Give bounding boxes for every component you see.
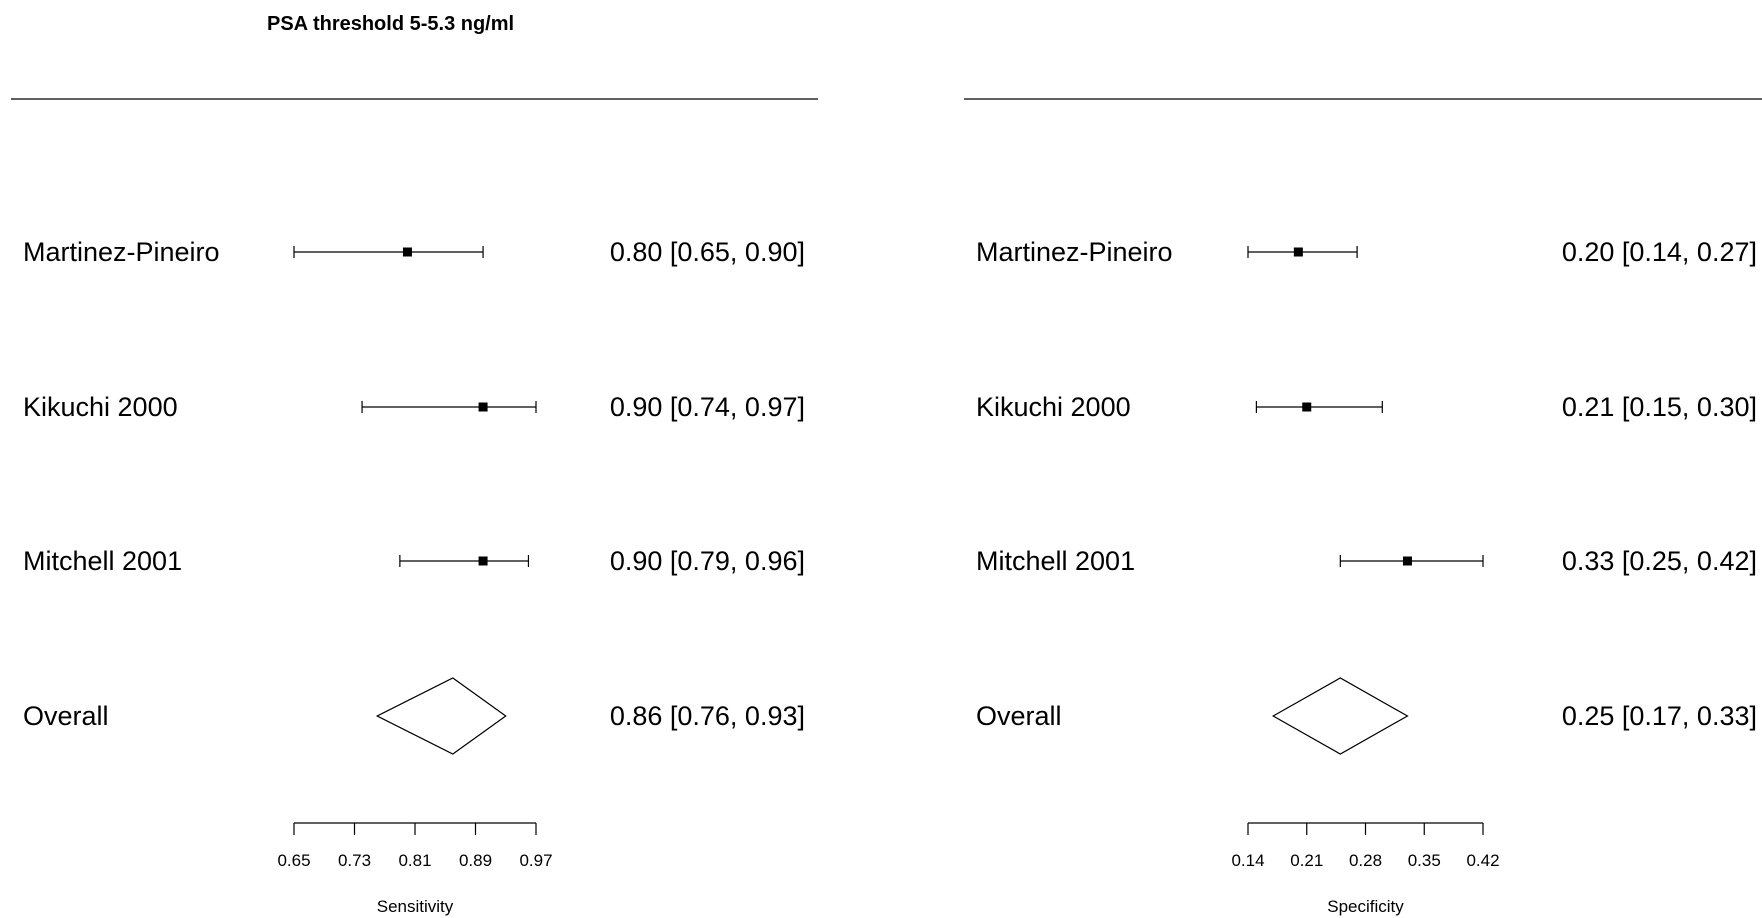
specificity-panel: Martinez-Pineiro 0.20 [0.14, 0.27] Kikuchi… xyxy=(964,98,1762,916)
specificity-overall-row: Overall 0.25 [0.17, 0.33] xyxy=(976,677,1757,755)
study-name: Kikuchi 2000 xyxy=(976,392,1131,422)
tick-label: 0.65 xyxy=(277,851,310,870)
study-name: Martinez-Pineiro xyxy=(23,237,220,267)
estimate-label: 0.90 [0.74, 0.97] xyxy=(610,392,805,422)
overall-label: Overall xyxy=(23,701,109,731)
overall-diamond xyxy=(1271,677,1409,755)
tick-label: 0.28 xyxy=(1349,851,1382,870)
tick-label: 0.89 xyxy=(459,851,492,870)
tick-label: 0.14 xyxy=(1231,851,1264,870)
estimate-label: 0.80 [0.65, 0.90] xyxy=(610,237,805,267)
sensitivity-study-row: Martinez-Pineiro 0.80 [0.65, 0.90] xyxy=(23,237,805,267)
tick-label: 0.21 xyxy=(1290,851,1323,870)
overall-diamond xyxy=(375,677,507,755)
estimate-label: 0.20 [0.14, 0.27] xyxy=(1562,237,1757,267)
tick-label: 0.81 xyxy=(398,851,431,870)
point-estimate-marker xyxy=(478,402,488,412)
point-estimate-marker xyxy=(478,556,488,566)
study-name: Mitchell 2001 xyxy=(23,546,182,576)
estimate-label: 0.21 [0.15, 0.30] xyxy=(1562,392,1757,422)
sensitivity-study-row: Mitchell 2001 0.90 [0.79, 0.96] xyxy=(23,546,805,576)
study-name: Mitchell 2001 xyxy=(976,546,1135,576)
x-axis-title: Specificity xyxy=(1327,897,1404,916)
tick-label: 0.73 xyxy=(338,851,371,870)
tick-label: 0.35 xyxy=(1408,851,1441,870)
specificity-study-row: Kikuchi 2000 0.21 [0.15, 0.30] xyxy=(976,392,1757,422)
sensitivity-study-row: Kikuchi 2000 0.90 [0.74, 0.97] xyxy=(23,392,805,422)
sensitivity-x-axis: 0.65 0.73 0.81 0.89 0.97 Sensitivity xyxy=(277,822,553,916)
estimate-label: 0.33 [0.25, 0.42] xyxy=(1562,546,1757,576)
sensitivity-panel: Martinez-Pineiro 0.80 [0.65, 0.90] Kikuchi… xyxy=(11,98,818,916)
overall-label: Overall xyxy=(976,701,1062,731)
specificity-study-row: Martinez-Pineiro 0.20 [0.14, 0.27] xyxy=(976,237,1757,267)
x-axis-title: Sensitivity xyxy=(377,897,454,916)
tick-label: 0.42 xyxy=(1466,851,1499,870)
chart-title: PSA threshold 5-5.3 ng/ml xyxy=(267,13,514,35)
point-estimate-marker xyxy=(1293,247,1303,257)
overall-estimate-label: 0.25 [0.17, 0.33] xyxy=(1562,701,1757,731)
specificity-x-axis: 0.14 0.21 0.28 0.35 0.42 Specificity xyxy=(1231,822,1500,916)
study-name: Kikuchi 2000 xyxy=(23,392,178,422)
tick-label: 0.97 xyxy=(519,851,552,870)
point-estimate-marker xyxy=(1302,402,1312,412)
forest-panels: Martinez-Pineiro 0.80 [0.65, 0.90] Kikuchi… xyxy=(11,98,1762,916)
sensitivity-overall-row: Overall 0.86 [0.76, 0.93] xyxy=(23,677,805,755)
study-name: Martinez-Pineiro xyxy=(976,237,1173,267)
specificity-study-row: Mitchell 2001 0.33 [0.25, 0.42] xyxy=(976,546,1757,576)
point-estimate-marker xyxy=(1402,556,1412,566)
overall-estimate-label: 0.86 [0.76, 0.93] xyxy=(610,701,805,731)
estimate-label: 0.90 [0.79, 0.96] xyxy=(610,546,805,576)
point-estimate-marker xyxy=(402,247,412,257)
